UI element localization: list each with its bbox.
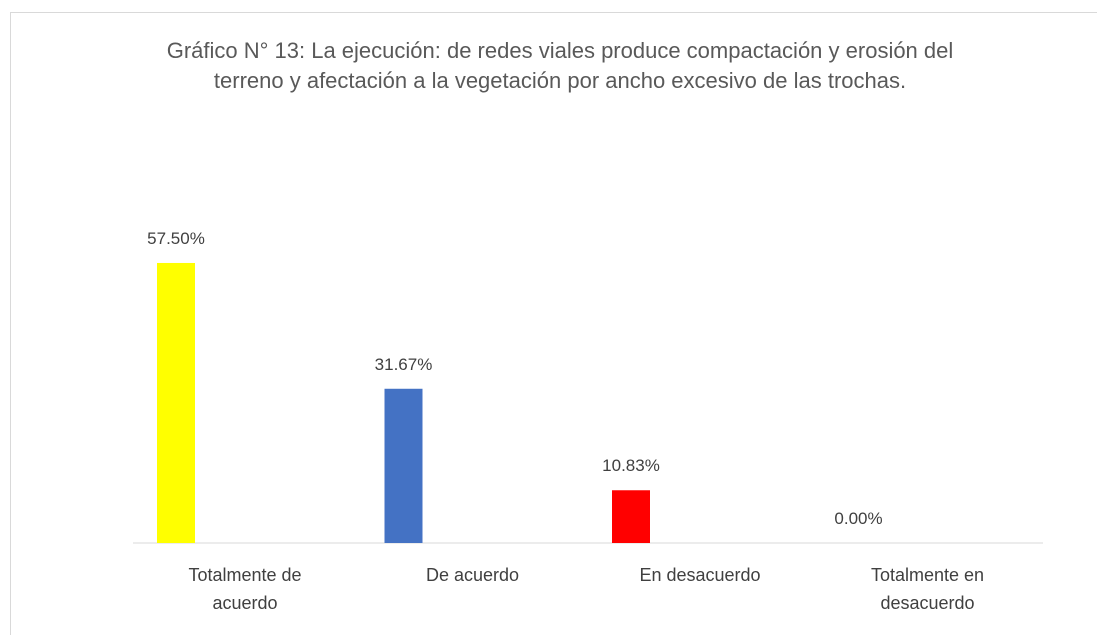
x-tick-label: Totalmente de acuerdo xyxy=(188,565,302,613)
value-label: 31.67% xyxy=(374,354,433,374)
value-label: 57.50% xyxy=(147,228,205,248)
bar xyxy=(612,490,650,543)
bar xyxy=(384,388,423,543)
x-tick-label: Totalmente en desacuerdo xyxy=(870,565,985,613)
value-label: 0.00% xyxy=(834,509,883,528)
chart-title: Gráfico N° 13: La ejecución: de redes vi… xyxy=(166,38,954,93)
x-tick-label: En desacuerdo xyxy=(639,565,761,585)
value-label: 10.83% xyxy=(602,456,660,476)
x-tick-label: De acuerdo xyxy=(425,565,520,585)
bar xyxy=(157,262,195,543)
